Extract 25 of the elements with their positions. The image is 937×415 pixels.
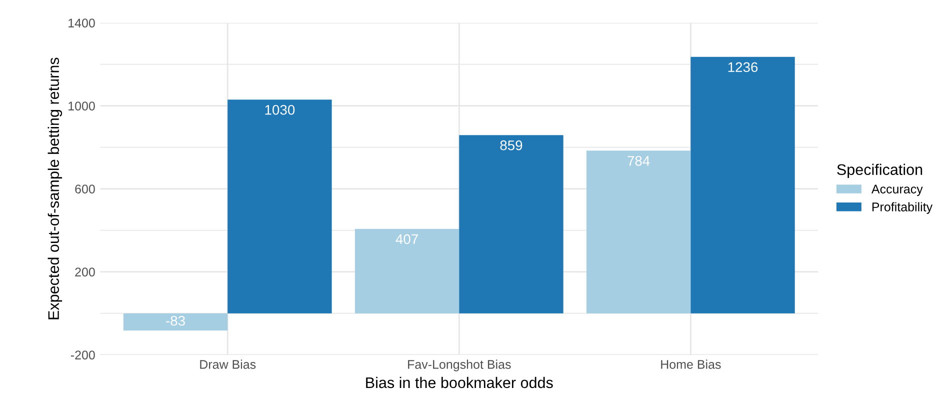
data-label: 784 — [628, 156, 650, 166]
bar — [459, 135, 564, 314]
x-tick-label: Draw Bias — [200, 360, 256, 369]
data-label: 407 — [396, 234, 418, 244]
x-axis-title: Bias in the bookmaker odds — [366, 376, 553, 388]
bar — [690, 56, 795, 314]
bar — [586, 150, 691, 314]
bar — [123, 313, 228, 331]
y-axis-title: Expected out-of-sample betting returns — [48, 58, 62, 320]
bar — [354, 228, 460, 314]
x-tick-label: Fav-Longshot Bias — [408, 360, 511, 372]
data-label: 1236 — [728, 62, 758, 72]
legend-title: Specification — [837, 164, 922, 178]
data-label: -83 — [166, 316, 185, 326]
bar — [228, 100, 332, 314]
legend-label: Profitability — [872, 202, 933, 214]
y-tick-label: 1400 — [68, 18, 95, 28]
legend-label: Accuracy — [871, 184, 923, 196]
x-tick-label: Home Bias — [661, 360, 721, 369]
y-tick-label: 1000 — [68, 102, 95, 110]
y-tick-label: -200 — [70, 350, 95, 360]
y-tick-label: 200 — [75, 268, 95, 276]
y-tick-label: 600 — [75, 184, 95, 194]
data-label: 859 — [500, 140, 522, 150]
data-label: 1030 — [265, 104, 295, 115]
